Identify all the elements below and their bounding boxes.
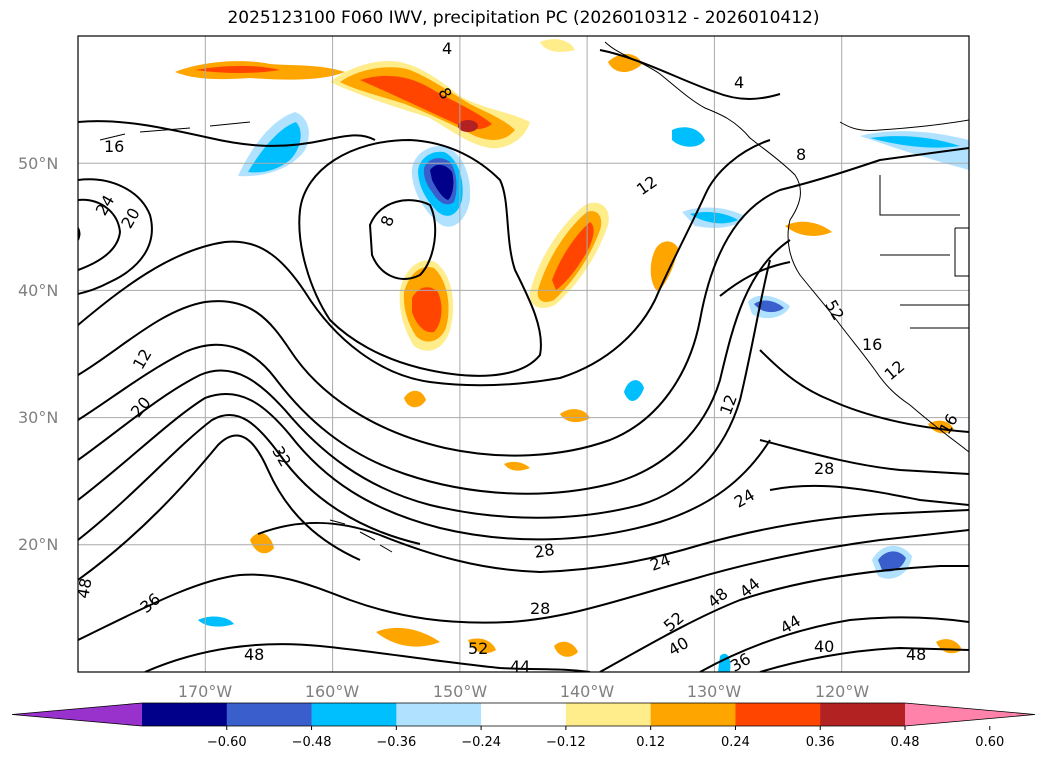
precip-positive-region: [360, 75, 492, 130]
contour-label: 52: [821, 297, 848, 324]
precip-negative-region: [430, 164, 454, 200]
contour-label: 48: [704, 584, 732, 612]
graticule: [78, 36, 969, 672]
colorbar-bin: [396, 703, 482, 726]
colorbar: −0.60 −0.48 −0.36 −0.24 −0.12 0.12 0.24 0.36 0.4…: [11, 702, 1036, 750]
contour-label: 40: [814, 637, 834, 656]
map-body: 16 24 20 8 4 8 12 4 8 12 20 32 12 28 24 …: [73, 36, 969, 676]
contour-label: 20: [117, 205, 144, 232]
precip-positive-region: [554, 641, 578, 657]
contour-label: 44: [777, 611, 804, 638]
precip-positive-region: [376, 627, 440, 647]
precip-positive-region: [412, 287, 442, 333]
colorbar-tick-label: −0.36: [376, 735, 416, 750]
precip-positive-region: [250, 533, 274, 554]
colorbar-tick-label: 0.24: [721, 735, 750, 750]
contour-label: 8: [377, 213, 398, 229]
precip-positive-region: [650, 241, 678, 292]
colorbar-tick-label: 0.60: [975, 735, 1004, 750]
precip-positive-region: [504, 461, 530, 471]
contour-label: 48: [906, 645, 926, 664]
lon-tick-label: 160°W: [305, 682, 360, 701]
lon-axis: 170°W 160°W 150°W 140°W 130°W 120°W: [178, 682, 870, 701]
precip-negative-region: [198, 616, 234, 627]
precip-negative-region: [248, 122, 301, 173]
contour-label: 28: [814, 459, 834, 478]
precipitation-shading: [175, 39, 969, 672]
colorbar-tick-label: −0.12: [546, 735, 586, 750]
contour-label: 36: [136, 589, 164, 617]
colorbar-bin: [142, 703, 228, 726]
contour-label: 48: [73, 577, 95, 600]
precip-positive-region: [468, 638, 496, 654]
colorbar-bin: [565, 703, 652, 726]
contour-label: 44: [510, 657, 530, 676]
lon-tick-label: 140°W: [560, 682, 615, 701]
contour-label: 4: [442, 39, 452, 58]
lat-tick-label: 50°N: [18, 154, 58, 173]
precip-positive-region: [540, 39, 575, 52]
colorbar-bin: [820, 703, 906, 726]
colorbar-tick-label: −0.60: [207, 735, 247, 750]
colorbar-tick-label: 0.36: [806, 735, 835, 750]
lat-tick-label: 40°N: [18, 281, 58, 300]
lat-tick-label: 30°N: [18, 408, 58, 427]
contour-label: 16: [862, 335, 882, 354]
colorbar-bin: [650, 703, 736, 726]
lat-axis: 50°N 40°N 30°N 20°N: [18, 154, 58, 554]
precip-positive-region: [458, 120, 478, 132]
colorbar-bin: [226, 703, 313, 726]
contour-label: 24: [731, 485, 758, 512]
lon-tick-label: 130°W: [687, 682, 742, 701]
map-title: 2025123100 F060 IWV, precipitation PC (2…: [227, 8, 820, 28]
lat-tick-label: 20°N: [18, 535, 58, 554]
contour-label: 16: [935, 411, 962, 438]
colorbar-tick-label: 0.12: [636, 735, 665, 750]
contour-label: 40: [665, 633, 692, 660]
contour-label: 12: [881, 356, 909, 384]
precip-negative-region: [878, 551, 906, 572]
precip-positive-region: [936, 639, 962, 654]
colorbar-bin: [481, 703, 567, 726]
map-frame: [77, 35, 970, 673]
colorbar-tick-label: −0.24: [461, 735, 501, 750]
colorbar-outline: [11, 702, 1036, 727]
precip-positive-region: [195, 65, 280, 73]
contour-label: 48: [244, 645, 264, 664]
colorbar-extend-low: [12, 703, 142, 726]
lon-tick-label: 150°W: [433, 682, 488, 701]
precip-negative-region: [870, 136, 960, 148]
contour-label: 44: [736, 574, 764, 602]
iwv-contours: [78, 49, 969, 672]
lon-tick-label: 170°W: [178, 682, 233, 701]
precip-negative-region: [624, 380, 644, 401]
precip-positive-region: [785, 221, 832, 236]
contour-label: 12: [129, 346, 156, 373]
colorbar-bin: [311, 703, 397, 726]
contour-label: 16: [104, 137, 124, 156]
contour-label: 36: [727, 649, 754, 676]
precip-positive-region: [404, 390, 426, 408]
contour-label: 4: [734, 73, 744, 92]
precip-negative-region: [754, 300, 784, 313]
coastlines: [99, 41, 969, 553]
colorbar-tick-label: 0.48: [891, 735, 920, 750]
contour-label: 28: [530, 599, 550, 618]
contour-label: 8: [796, 145, 806, 164]
lon-tick-label: 120°W: [815, 682, 870, 701]
colorbar-extend-high: [905, 703, 1035, 726]
contour-label: 52: [660, 608, 688, 636]
precip-positive-region: [552, 222, 594, 290]
contour-label: 20: [127, 393, 155, 421]
contour-label: 12: [716, 392, 741, 418]
colorbar-bin: [735, 703, 821, 726]
contour-label: 52: [468, 639, 488, 658]
colorbar-tick-label: −0.48: [292, 735, 332, 750]
precip-positive-region: [560, 409, 590, 423]
contour-label: 12: [633, 172, 661, 199]
contour-label: 28: [533, 540, 556, 562]
precip-negative-region: [672, 127, 705, 147]
contour-label: 32: [268, 443, 295, 470]
